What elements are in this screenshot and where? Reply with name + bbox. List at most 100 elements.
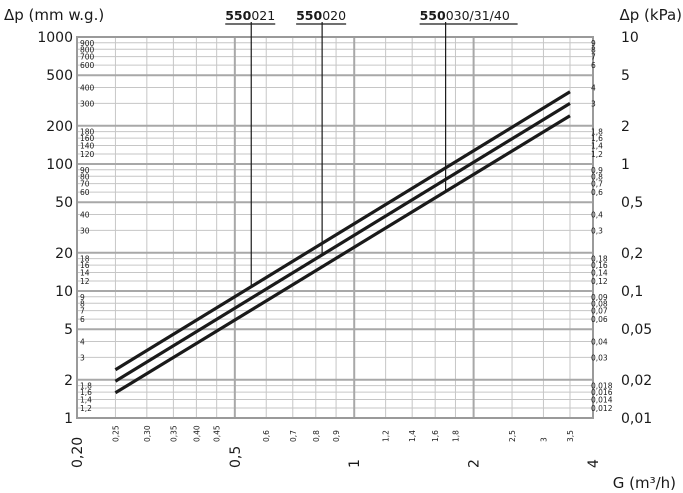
left-axis-label: Δp (mm w.g.) [4, 6, 104, 24]
left-minor-tick-label: 600 [80, 61, 95, 70]
left-minor-tick-label: 120 [80, 150, 95, 159]
x-minor-tick-label: 0,9 [332, 430, 341, 442]
right-minor-tick-label: 8 [591, 45, 596, 54]
right-minor-tick-label: 0,8 [591, 172, 603, 181]
right-minor-tick-label: 0,06 [591, 315, 608, 324]
series-leaders [225, 22, 518, 287]
chart-labels: 550021 550020 550030/31/401000500200100502… [37, 8, 676, 492]
right-minor-tick-label: 3 [591, 99, 596, 108]
left-minor-tick-label: 8 [80, 299, 85, 308]
left-minor-tick-label: 160 [80, 134, 95, 143]
left-tick-label: 20 [55, 246, 73, 262]
right-minor-tick-label: 1,4 [591, 141, 603, 150]
right-tick-label: 5 [621, 68, 630, 84]
right-minor-tick-label: 0,09 [591, 293, 608, 302]
x-minor-tick-label: 0,6 [262, 430, 271, 442]
left-minor-tick-label: 7 [80, 307, 85, 316]
series-label: 550021 [225, 8, 275, 23]
left-minor-tick-label: 70 [80, 180, 90, 189]
x-tick-label: 0,20 [70, 437, 86, 468]
right-minor-tick-label: 0,018 [591, 382, 613, 391]
x-axis-label: G (m³/h) [613, 474, 676, 492]
right-minor-tick-label: 0,07 [591, 307, 608, 316]
right-minor-tick-label: 1,2 [591, 150, 603, 159]
left-minor-tick-label: 9 [80, 293, 85, 302]
left-minor-tick-label: 80 [80, 172, 90, 181]
right-tick-label: 0,05 [621, 322, 652, 338]
left-minor-tick-label: 90 [80, 166, 90, 175]
plot-frame [76, 36, 594, 419]
left-minor-tick-label: 1,8 [80, 382, 92, 391]
right-minor-tick-label: 6 [591, 61, 596, 70]
series-line-550021 [114, 90, 571, 372]
x-tick-label: 4 [586, 459, 602, 468]
series-label-prefix: 550 [225, 8, 251, 23]
series-label-suffix: 030/31/40 [446, 8, 510, 23]
x-minor-tick-label: 0,25 [111, 425, 120, 442]
right-minor-tick-label: 0,04 [591, 338, 608, 347]
series-label-suffix: 020 [322, 8, 346, 23]
right-minor-tick-label: 7 [591, 53, 596, 62]
left-minor-tick-label: 800 [80, 45, 95, 54]
x-minor-tick-label: 3 [539, 437, 548, 442]
left-tick-label: 2 [64, 373, 73, 389]
left-minor-tick-label: 900 [80, 39, 95, 48]
left-tick-label: 100 [46, 157, 73, 173]
right-minor-tick-label: 1,8 [591, 128, 603, 137]
left-minor-tick-label: 140 [80, 141, 95, 150]
left-tick-label: 10 [55, 284, 73, 300]
left-minor-tick-label: 60 [80, 188, 90, 197]
right-tick-label: 10 [621, 30, 639, 46]
series-label: 550020 [296, 8, 346, 23]
right-minor-tick-label: 0,14 [591, 268, 608, 277]
right-minor-tick-label: 0,9 [591, 166, 603, 175]
right-minor-tick-label: 0,016 [591, 388, 613, 397]
right-minor-tick-label: 0,7 [591, 180, 603, 189]
x-minor-tick-label: 1,2 [382, 430, 391, 442]
left-minor-tick-label: 300 [80, 99, 95, 108]
left-tick-label: 1 [64, 411, 73, 427]
right-minor-tick-label: 0,08 [591, 299, 608, 308]
x-tick-label: 2 [467, 459, 483, 468]
right-tick-label: 0,2 [621, 246, 643, 262]
x-minor-tick-label: 1,8 [451, 430, 460, 442]
right-minor-tick-label: 0,012 [591, 404, 613, 413]
series-line-550020 [114, 102, 571, 383]
right-minor-tick-label: 9 [591, 39, 596, 48]
x-tick-label: 0,5 [228, 446, 244, 468]
left-minor-tick-label: 1,6 [80, 388, 92, 397]
chart-grid [76, 36, 594, 419]
right-minor-tick-label: 0,03 [591, 353, 608, 362]
left-tick-label: 1000 [37, 30, 73, 46]
right-minor-tick-label: 4 [591, 84, 596, 93]
x-minor-tick-label: 3,5 [566, 430, 575, 442]
left-minor-tick-label: 400 [80, 84, 95, 93]
right-minor-tick-label: 0,3 [591, 226, 603, 235]
left-minor-tick-label: 180 [80, 128, 95, 137]
left-tick-label: 200 [46, 119, 73, 135]
x-minor-tick-label: 1,4 [408, 430, 417, 442]
left-minor-tick-label: 18 [80, 255, 90, 264]
right-tick-label: 0,1 [621, 284, 643, 300]
x-minor-tick-label: 0,35 [169, 425, 178, 442]
x-minor-tick-label: 0,40 [192, 425, 201, 442]
series-label-prefix: 550 [420, 8, 446, 23]
series-label: 550030/31/40 [420, 8, 510, 23]
left-minor-tick-label: 4 [80, 338, 85, 347]
right-minor-tick-label: 0,18 [591, 255, 608, 264]
left-minor-tick-label: 1,2 [80, 404, 92, 413]
left-minor-tick-label: 40 [80, 211, 90, 220]
left-minor-tick-label: 16 [80, 261, 90, 270]
right-minor-tick-label: 0,4 [591, 211, 603, 220]
x-minor-tick-label: 0,7 [289, 430, 298, 442]
left-minor-tick-label: 1,4 [80, 395, 92, 404]
left-minor-tick-label: 30 [80, 226, 90, 235]
series-label-prefix: 550 [296, 8, 322, 23]
right-minor-tick-label: 1,6 [591, 134, 603, 143]
x-minor-tick-label: 2,5 [508, 430, 517, 442]
left-minor-tick-label: 3 [80, 353, 85, 362]
right-tick-label: 2 [621, 119, 630, 135]
chart-curves [114, 90, 571, 395]
left-tick-label: 500 [46, 68, 73, 84]
